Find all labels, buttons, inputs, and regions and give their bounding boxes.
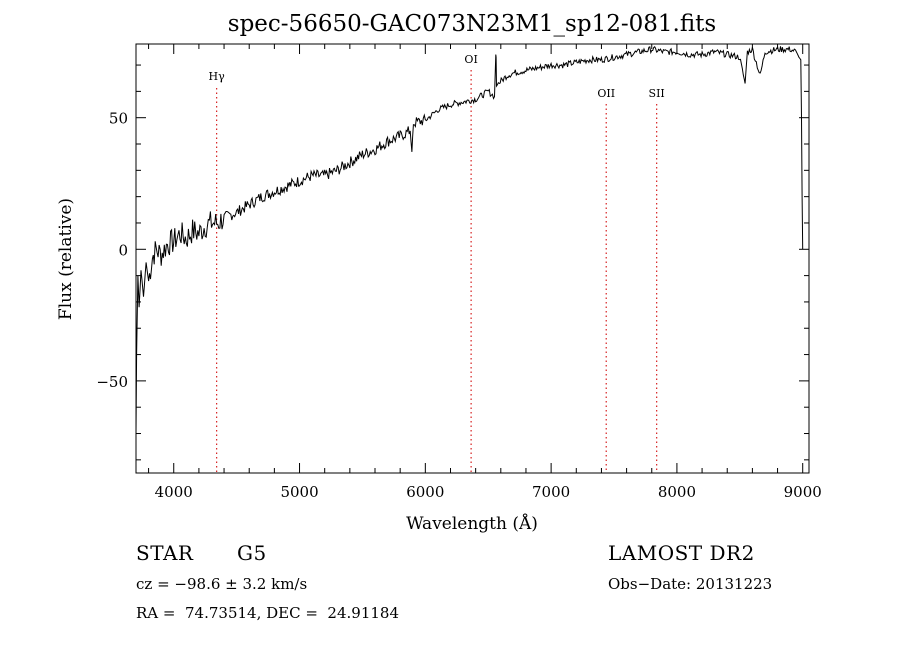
y-axis-label: Flux (relative) <box>56 198 76 320</box>
survey-label: LAMOST DR2 <box>608 541 755 565</box>
x-tick-label: 8000 <box>658 483 696 501</box>
line-markers: Hγ OI OII SII <box>209 53 665 473</box>
obs-date-text: Obs−Date: 20131223 <box>608 575 773 593</box>
x-tick-label: 5000 <box>280 483 318 501</box>
spectrum-line <box>135 45 804 434</box>
chart-title: spec-56650-GAC073N23M1_sp12-081.fits <box>228 11 716 37</box>
x-tick-label: 6000 <box>406 483 444 501</box>
marker-label: OI <box>464 53 477 66</box>
subclass-label: G5 <box>237 541 267 565</box>
x-tick-label: 7000 <box>532 483 570 501</box>
y-tick-label: 0 <box>118 241 128 259</box>
x-tick-label: 9000 <box>784 483 822 501</box>
y-tick-label: 50 <box>109 110 128 128</box>
marker-label: Hγ <box>209 70 226 83</box>
axis-ticks: 4000 5000 6000 7000 8000 9000 −50 0 50 <box>96 44 822 501</box>
coordinates-text: RA = 74.73514, DEC = 24.91184 <box>136 604 400 622</box>
x-tick-label: 4000 <box>155 483 193 501</box>
plot-frame <box>135 43 810 474</box>
marker-label: OII <box>597 87 615 100</box>
y-tick-label: −50 <box>96 373 128 391</box>
marker-label: SII <box>649 87 665 100</box>
redshift-text: cz = −98.6 ± 3.2 km/s <box>136 575 308 593</box>
class-label: STAR <box>136 541 194 565</box>
x-axis-label: Wavelength (Å) <box>406 513 538 534</box>
